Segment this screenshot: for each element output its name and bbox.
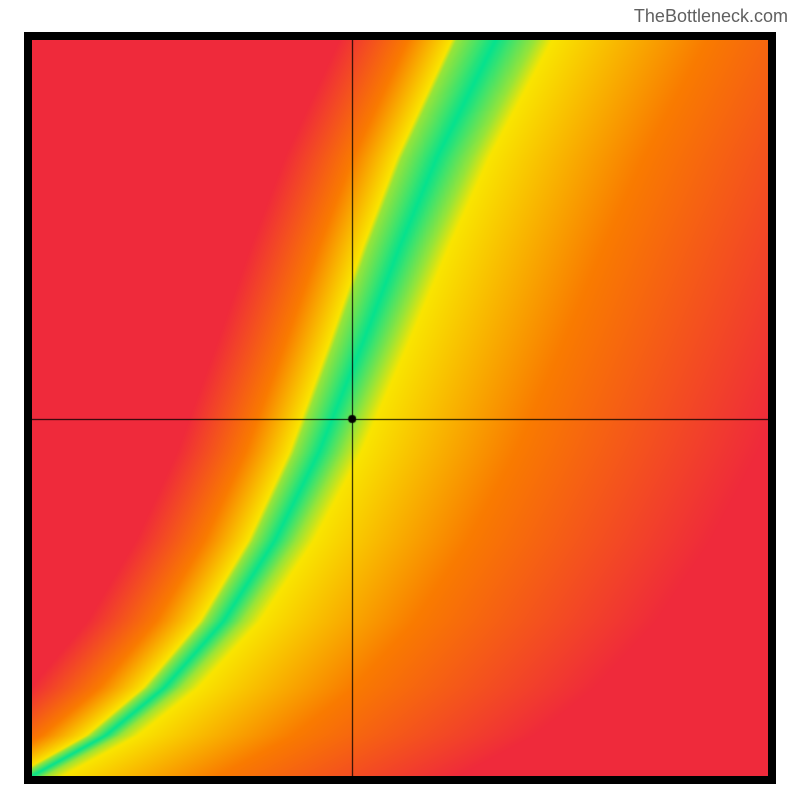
heatmap-plot bbox=[32, 40, 768, 776]
watermark-text: TheBottleneck.com bbox=[634, 6, 788, 27]
chart-frame bbox=[24, 32, 776, 784]
heatmap-canvas bbox=[32, 40, 768, 776]
